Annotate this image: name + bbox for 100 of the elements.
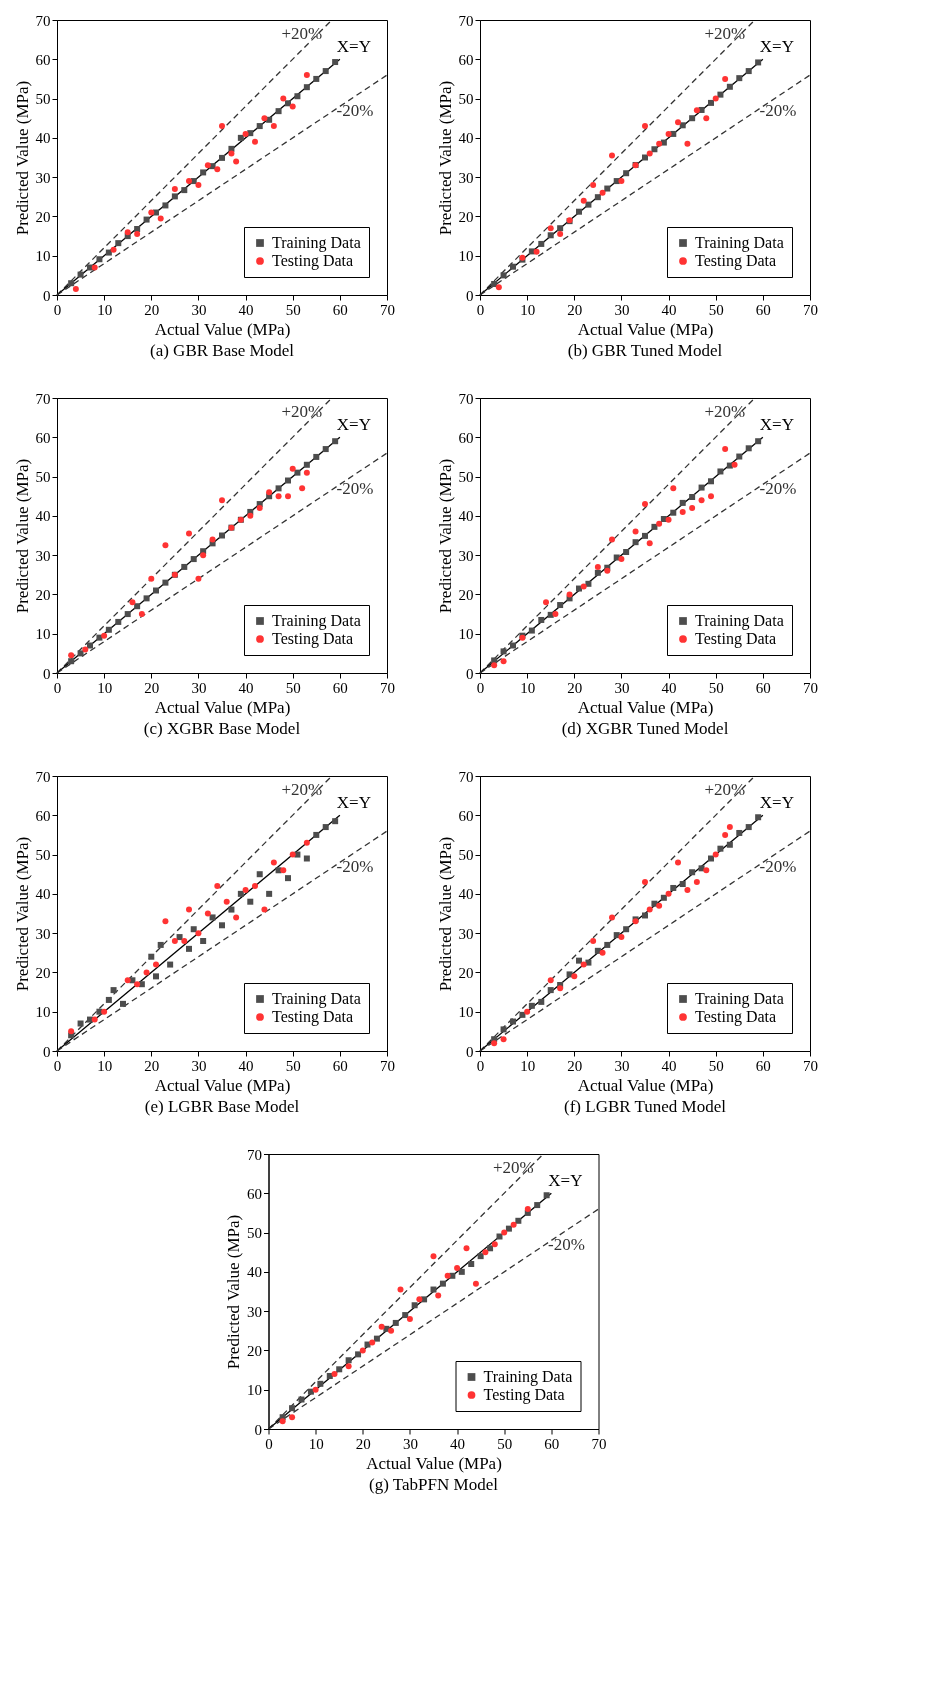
y-tick-label: 70: [247, 1146, 262, 1163]
x-tick-label: 20: [144, 1057, 160, 1074]
x-tick-label: 30: [191, 1057, 207, 1074]
y-tick-label: 50: [35, 847, 51, 864]
x-tick-label: 20: [144, 679, 160, 696]
y-tick-label: 60: [458, 807, 474, 824]
y-tick-label: 70: [35, 390, 51, 407]
x-tick-label: 20: [144, 301, 160, 318]
y-tick-label: 0: [43, 665, 51, 682]
series-label: +20%: [281, 780, 323, 799]
x-axis-title: Actual Value (MPa): [154, 697, 291, 717]
y-tick-label: 20: [247, 1342, 262, 1359]
x-tick-label: 30: [614, 301, 630, 318]
x-tick-label: 30: [402, 1435, 418, 1452]
text: (d) XGBR Tuned Model: [561, 719, 729, 738]
series-label: -20%: [336, 101, 374, 120]
x-tick-label: 40: [661, 679, 677, 696]
y-tick-label: 30: [35, 169, 51, 186]
y-tick-label: 50: [35, 469, 51, 486]
x-tick-label: 50: [285, 301, 301, 318]
y-tick-label: 60: [35, 51, 51, 68]
x-tick-label: 60: [755, 679, 771, 696]
y-axis-title: Predicted Value (MPa): [435, 80, 455, 236]
x-tick-label: 20: [567, 1057, 583, 1074]
y-tick-label: 70: [458, 390, 474, 407]
x-tick-label: 40: [661, 1057, 677, 1074]
x-tick-label: 20: [355, 1435, 371, 1452]
x-axis-title: Actual Value (MPa): [154, 319, 291, 339]
x-tick-label: 20: [567, 679, 583, 696]
text: (c) XGBR Base Model: [143, 719, 301, 738]
x-tick-label: 70: [803, 679, 818, 696]
y-tick-label: 10: [458, 1004, 474, 1021]
x-tick-label: 20: [567, 301, 583, 318]
y-tick-label: 40: [458, 886, 474, 903]
y-tick-label: 10: [458, 626, 474, 643]
y-tick-label: 0: [466, 287, 474, 304]
y-tick-label: 20: [35, 964, 51, 981]
series-label: -20%: [336, 857, 374, 876]
x-tick-label: 50: [708, 301, 724, 318]
y-tick-label: 30: [458, 547, 474, 564]
series-label: -20%: [548, 1235, 585, 1254]
y-axis-title: Predicted Value (MPa): [12, 836, 32, 992]
y-tick-label: 70: [35, 12, 51, 29]
series-label: X=Y: [759, 37, 794, 57]
x-tick-label: 10: [520, 301, 536, 318]
series-label: X=Y: [759, 415, 794, 435]
y-tick-label: 10: [247, 1382, 262, 1399]
y-tick-label: 60: [35, 429, 51, 446]
x-tick-label: 70: [380, 301, 395, 318]
text: (e) LGBR Base Model: [144, 1097, 300, 1116]
y-tick-label: 30: [458, 169, 474, 186]
x-tick-label: 30: [191, 679, 207, 696]
legend-label: Testing Data: [272, 252, 354, 270]
legend-label: Training Data: [272, 990, 361, 1008]
x-tick-label: 30: [614, 1057, 630, 1074]
y-tick-label: 20: [458, 586, 474, 603]
x-tick-label: 70: [803, 1057, 818, 1074]
x-tick-label: 10: [520, 679, 536, 696]
text: (a) GBR Base Model: [149, 341, 295, 360]
legend-label: Training Data: [483, 1368, 573, 1386]
legend-label: Training Data: [695, 612, 784, 630]
x-tick-label: 10: [97, 301, 113, 318]
y-tick-label: 0: [43, 287, 51, 304]
y-tick-label: 40: [458, 130, 474, 147]
series-label: +20%: [704, 780, 746, 799]
legend-label: Testing Data: [695, 252, 777, 270]
y-tick-label: 30: [247, 1303, 262, 1320]
y-tick-label: 70: [458, 768, 474, 785]
x-axis-title: Actual Value (MPa): [577, 319, 714, 339]
x-tick-label: 70: [591, 1435, 607, 1452]
y-tick-label: 30: [35, 547, 51, 564]
legend-label: Training Data: [695, 234, 784, 252]
y-tick-label: 20: [458, 964, 474, 981]
y-tick-label: 20: [35, 586, 51, 603]
legend-label: Testing Data: [483, 1386, 565, 1404]
text: (f) LGBR Tuned Model: [564, 1097, 727, 1116]
y-tick-label: 0: [466, 1043, 474, 1060]
y-tick-label: 50: [458, 469, 474, 486]
x-tick-label: 50: [708, 1057, 724, 1074]
series-label: -20%: [336, 479, 374, 498]
x-tick-label: 50: [285, 1057, 301, 1074]
x-tick-label: 70: [380, 1057, 395, 1074]
series-label: +20%: [492, 1158, 534, 1177]
y-tick-label: 70: [458, 12, 474, 29]
x-tick-label: 0: [265, 1435, 273, 1452]
legend-label: Testing Data: [272, 1008, 354, 1026]
y-tick-label: 40: [35, 886, 51, 903]
y-tick-label: 10: [35, 248, 51, 265]
series-label: +20%: [704, 402, 746, 421]
y-tick-label: 40: [247, 1264, 262, 1281]
x-tick-label: 30: [191, 301, 207, 318]
x-tick-label: 60: [332, 679, 348, 696]
legend-label: Training Data: [272, 234, 361, 252]
y-tick-label: 50: [458, 91, 474, 108]
y-axis-title: Predicted Value (MPa): [12, 458, 32, 614]
y-tick-label: 50: [247, 1225, 262, 1242]
series-label: X=Y: [336, 37, 371, 57]
y-tick-label: 70: [35, 768, 51, 785]
series-label: -20%: [759, 857, 797, 876]
x-tick-label: 70: [380, 679, 395, 696]
